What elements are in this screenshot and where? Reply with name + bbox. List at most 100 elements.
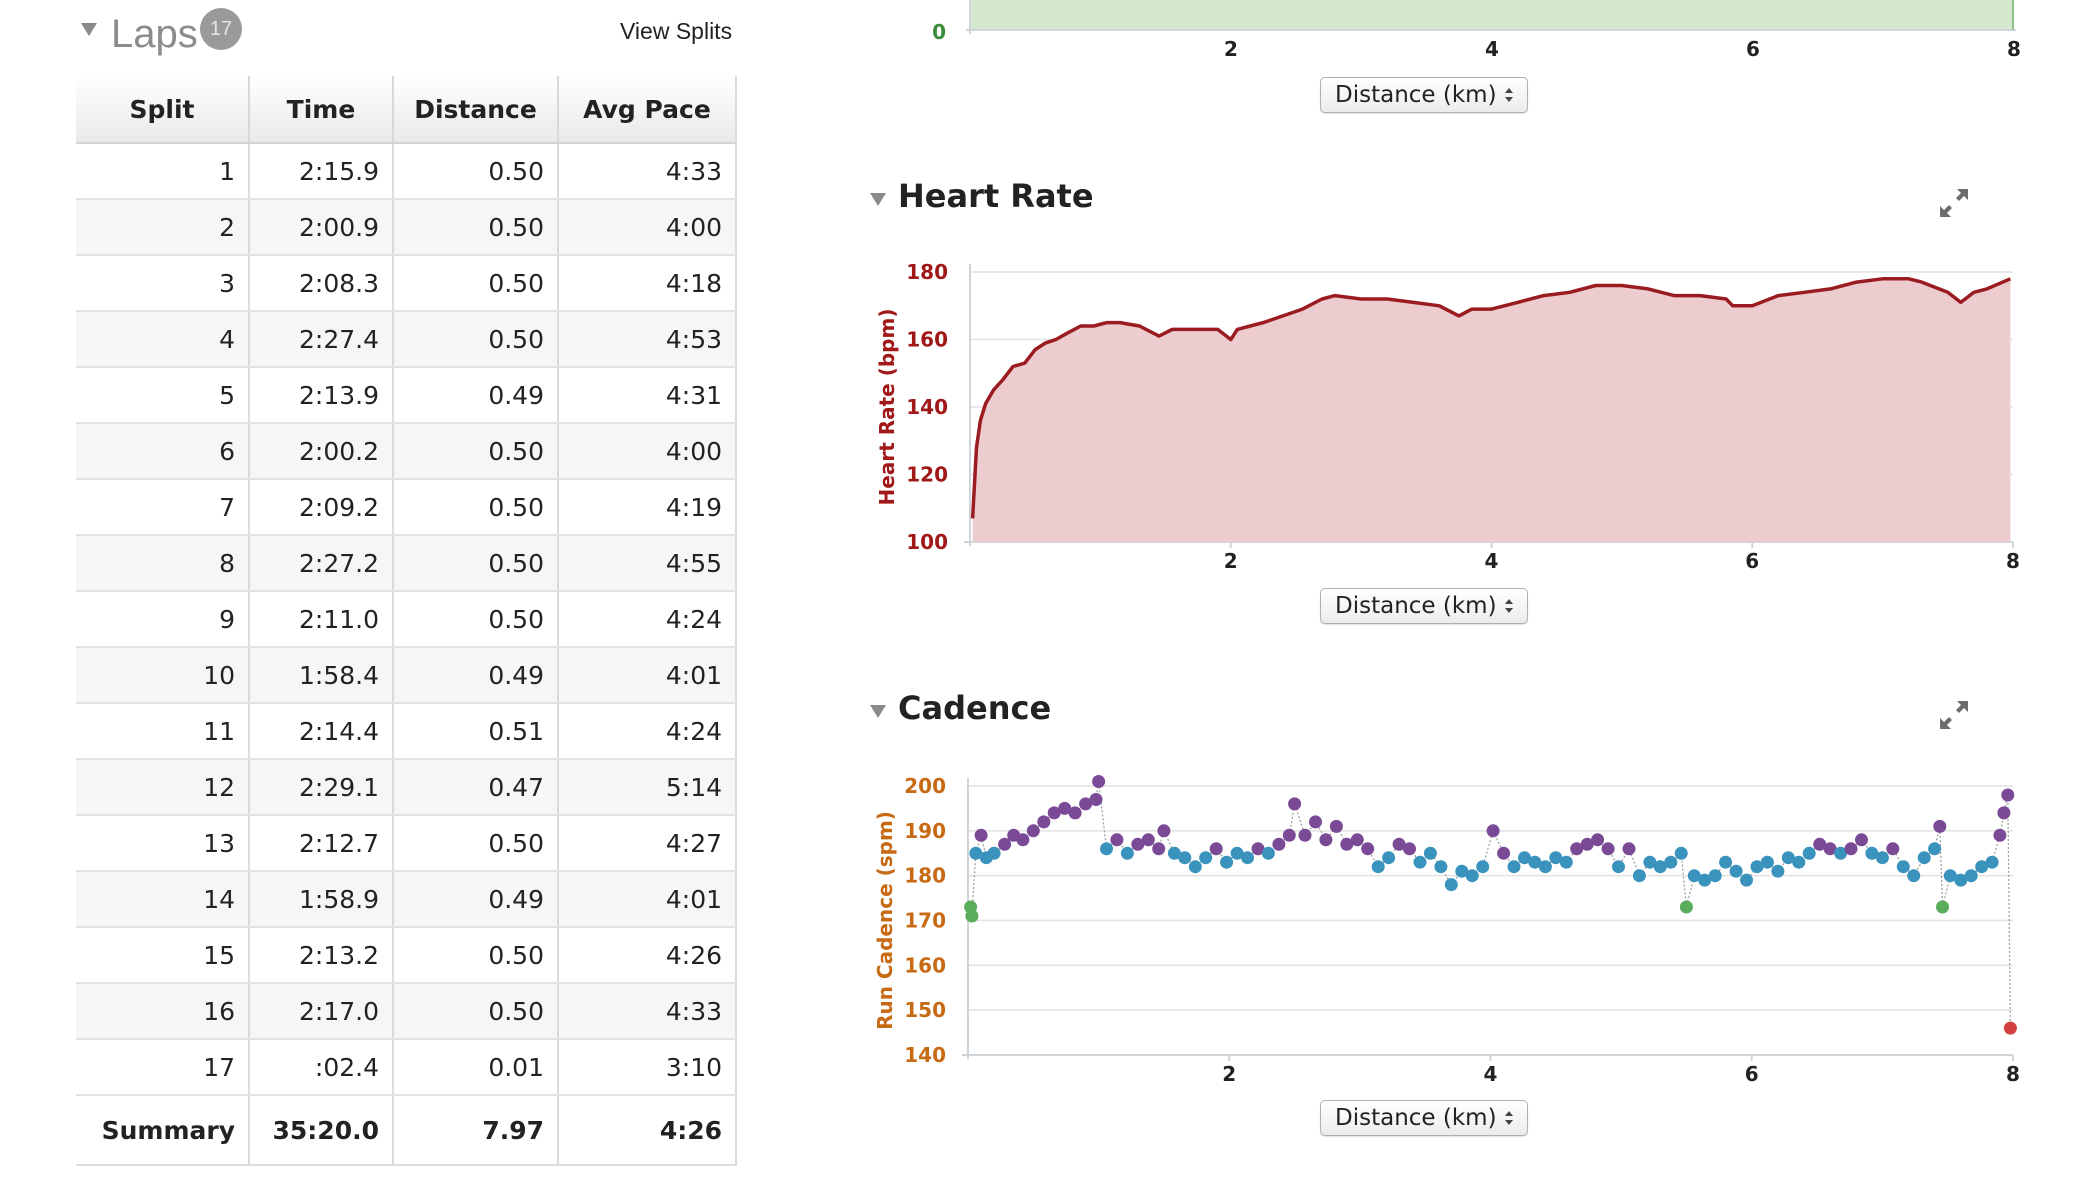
cadence-point [987, 846, 1001, 860]
cadence-point [1309, 815, 1322, 829]
cadence-point [1100, 842, 1113, 856]
lap-split-cell: 9 [76, 591, 250, 648]
cadence-point [1251, 842, 1265, 856]
cadence-point [1092, 775, 1106, 788]
lap-avg-pace-cell: 4:55 [558, 535, 737, 592]
heart-rate-title: Heart Rate [898, 177, 1094, 215]
y-tick-label: 180 [904, 864, 946, 888]
cadence-point [1729, 864, 1743, 878]
lap-split-cell: 15 [76, 927, 250, 984]
cadence-point [1350, 833, 1364, 847]
lap-distance-cell: 0.01 [393, 1039, 559, 1096]
lap-distance-cell: 0.50 [393, 423, 559, 480]
cadence-point [1178, 851, 1192, 865]
top-chart-x-tick: 4 [1485, 37, 1499, 61]
cadence-point [998, 837, 1012, 851]
lap-distance-cell: 0.51 [393, 703, 559, 760]
cadence-point [1612, 860, 1625, 874]
cadence-point [1465, 869, 1479, 883]
cadence-point [1288, 797, 1302, 811]
column-header-avg-pace[interactable]: Avg Pace [558, 76, 737, 144]
lap-avg-pace-cell: 4:01 [558, 871, 737, 928]
lap-row: 5 2:13.9 0.49 4:31 [76, 367, 737, 424]
cadence-point [1875, 851, 1889, 865]
cadence-point [1975, 860, 1989, 874]
lap-row: 14 1:58.9 0.49 4:01 [76, 871, 737, 928]
heart-rate-area [972, 278, 2011, 542]
cadence-point [1047, 806, 1061, 820]
cadence-point [1933, 819, 1947, 833]
top-chart-x-tick: 6 [1746, 37, 1760, 61]
cadence-point [1241, 851, 1254, 865]
top-chart: 0 2 4 6 8 [932, 0, 2021, 61]
x-tick-label: 4 [1484, 1062, 1498, 1086]
cadence-point [1199, 851, 1213, 865]
lap-distance-cell: 0.50 [393, 199, 559, 256]
view-splits-link[interactable]: View Splits [620, 18, 733, 44]
cadence-point [1157, 824, 1171, 838]
updown-arrows-icon [1505, 1111, 1513, 1125]
laps-table: Split Time Distance Avg Pace 1 2:15.9 0.50… [76, 76, 737, 1166]
cadence-point [1089, 793, 1103, 806]
heart-rate-collapse-icon[interactable] [870, 193, 886, 206]
cadence-point [1823, 842, 1837, 856]
lap-row: 13 2:12.7 0.50 4:27 [76, 815, 737, 872]
lap-distance-cell: 0.50 [393, 591, 559, 648]
cadence-point [1340, 837, 1354, 851]
cadence-point [1058, 801, 1072, 815]
cadence-point [1497, 846, 1511, 860]
lap-distance-cell: 0.50 [393, 815, 559, 872]
column-header-time[interactable]: Time [249, 76, 394, 144]
top-chart-x-tick: 2 [1224, 37, 1238, 61]
cadence-point [1687, 869, 1701, 883]
lap-avg-pace-cell: 4:26 [558, 927, 737, 984]
column-header-distance[interactable]: Distance [393, 76, 559, 144]
cadence-point [1834, 846, 1848, 860]
y-tick-label: 150 [904, 998, 946, 1022]
laps-table-body: 1 2:15.9 0.50 4:33 2 2:00.9 0.50 4:00 3 2:08.3 0.5… [76, 143, 737, 1096]
cadence-point [1455, 864, 1469, 878]
top-chart-x-ticks: 2 4 6 8 [1224, 37, 2021, 61]
lap-avg-pace-cell: 4:31 [558, 367, 737, 424]
lap-time-cell: 1:58.9 [249, 871, 394, 928]
lap-distance-cell: 0.50 [393, 311, 559, 368]
heart-rate-x-axis-select[interactable]: Distance (km) [1320, 588, 1528, 624]
cadence-point [1740, 873, 1753, 887]
cadence-point [1570, 842, 1584, 856]
column-header-split[interactable]: Split [76, 76, 250, 144]
cadence-point [1110, 833, 1124, 847]
heart-rate-expand-icon[interactable] [1937, 186, 1971, 220]
lap-avg-pace-cell: 4:33 [558, 143, 737, 200]
lap-row: 2 2:00.9 0.50 4:00 [76, 199, 737, 256]
summary-avg-pace: 4:26 [558, 1095, 737, 1166]
lap-distance-cell: 0.47 [393, 759, 559, 816]
cadence-point [2001, 788, 2015, 802]
cadence-point [1230, 846, 1244, 860]
cadence-collapse-icon[interactable] [870, 705, 886, 718]
lap-distance-cell: 0.50 [393, 255, 559, 312]
lap-time-cell: 2:29.1 [249, 759, 394, 816]
cadence-point [1444, 878, 1458, 892]
cadence-point [1792, 855, 1806, 869]
x-tick-label: 6 [1745, 549, 1759, 573]
top-chart-x-axis-select[interactable]: Distance (km) [1320, 77, 1528, 113]
y-tick-label: 170 [904, 909, 946, 933]
collapse-triangle-icon[interactable] [81, 23, 97, 36]
x-tick-label: 2 [1222, 1062, 1236, 1086]
cadence-x-axis-select[interactable]: Distance (km) [1320, 1100, 1528, 1136]
lap-split-cell: 17 [76, 1039, 250, 1096]
cadence-point [1188, 860, 1202, 874]
cadence-point [1403, 842, 1416, 856]
y-tick-label: 160 [904, 953, 946, 977]
cadence-point [1486, 824, 1500, 838]
cadence-point [1476, 860, 1490, 874]
y-tick-label: 200 [904, 774, 946, 798]
lap-time-cell: 2:09.2 [249, 479, 394, 536]
lap-avg-pace-cell: 4:27 [558, 815, 737, 872]
cadence-point [2003, 1021, 2017, 1035]
laps-header: Laps 17 View Splits [76, 8, 736, 56]
cadence-expand-icon[interactable] [1937, 698, 1971, 732]
cadence-point [1708, 869, 1722, 883]
lap-time-cell: 2:15.9 [249, 143, 394, 200]
